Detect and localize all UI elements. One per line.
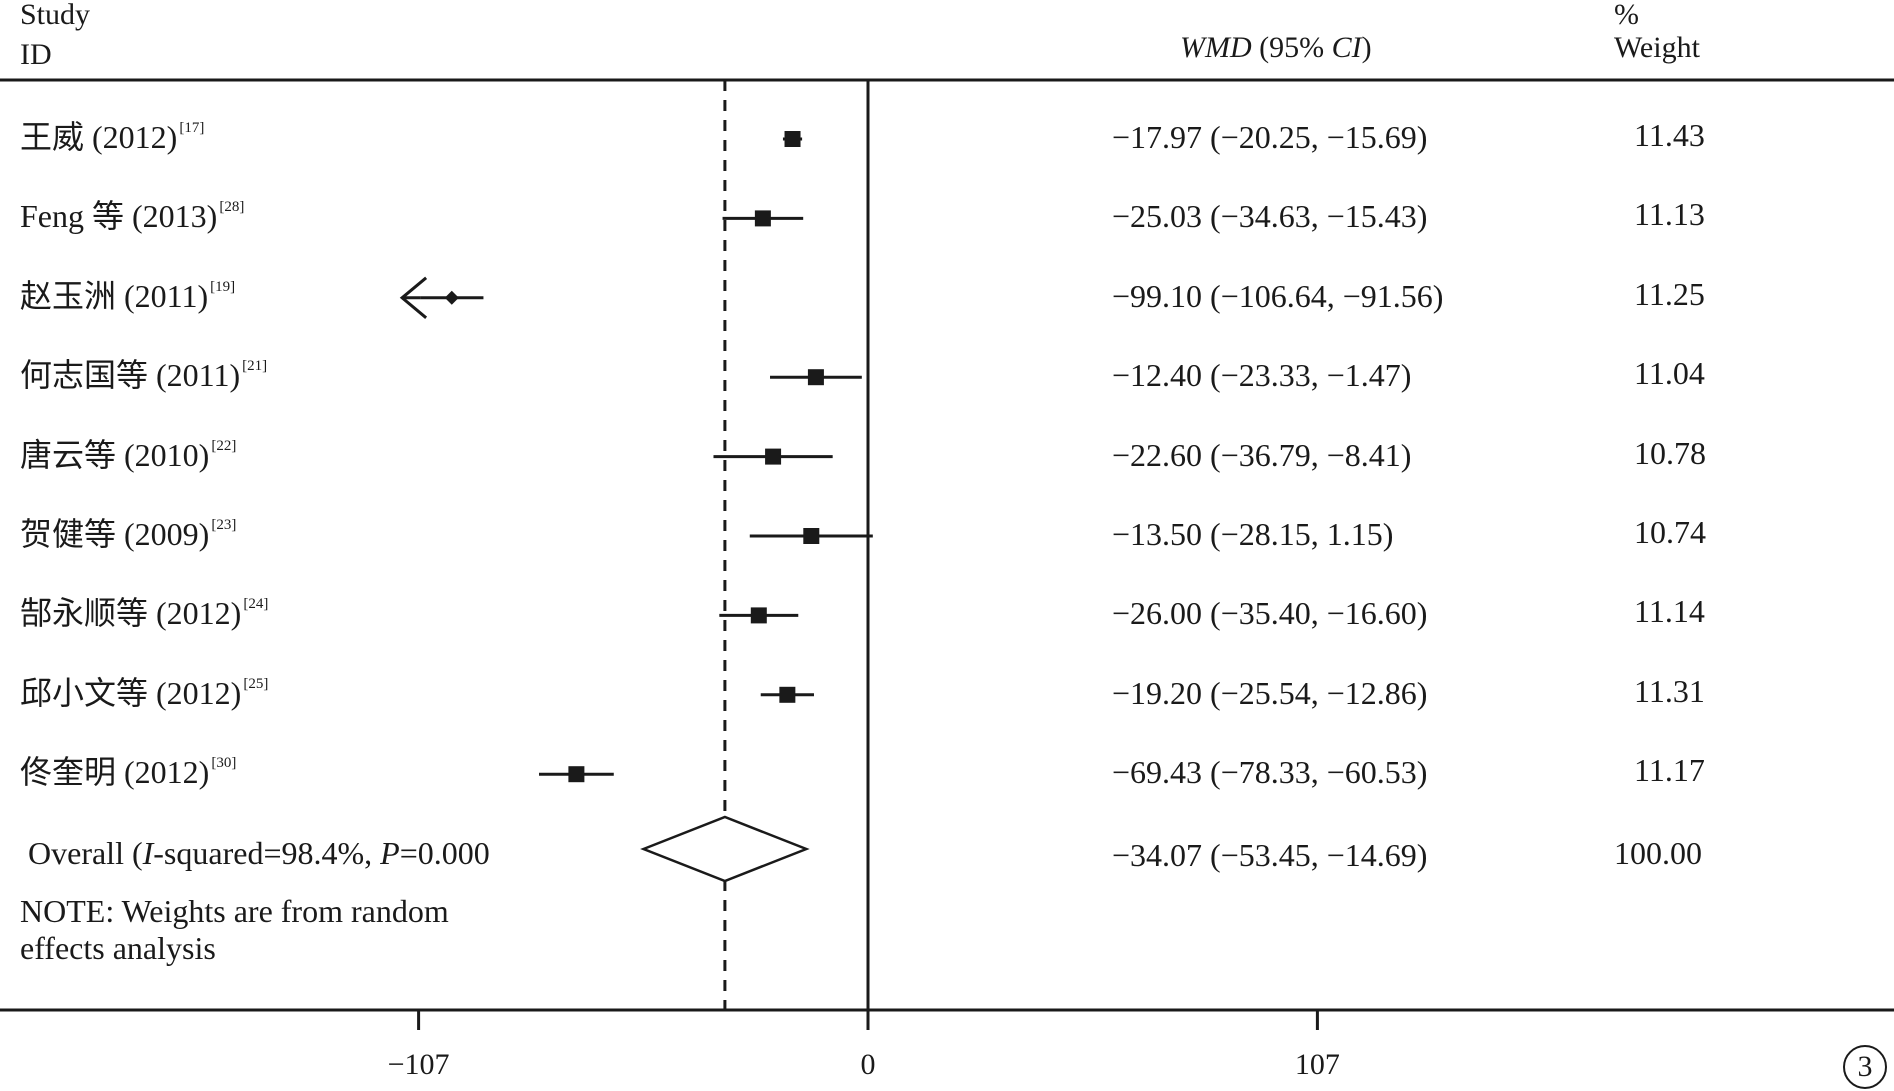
study-name-text: 何志国等 (2011) (20, 357, 241, 393)
study-name: Feng 等 (2013) [28] (20, 198, 245, 234)
study-name: 佟奎明 (2012) [30] (20, 754, 237, 790)
study-reference: [28] (219, 199, 245, 215)
overall-label: Overall (I-squared=98.4%, P=0.000 (28, 837, 490, 869)
study-mark (760, 686, 814, 703)
overall-effect-text: −34.07 (−53.45, −14.69) (1112, 837, 1428, 873)
study-reference: [21] (242, 358, 268, 374)
x-tick-label: 0 (861, 1048, 876, 1081)
header-weight: Weight (1614, 31, 1700, 64)
point-estimate-box (750, 607, 767, 624)
study-mark (399, 276, 484, 319)
overall-label-post: =0.000 (399, 835, 490, 871)
study-effect-text: −12.40 (−23.33, −1.47) (1112, 357, 1412, 393)
header-id: ID (20, 38, 52, 71)
study-reference: [19] (210, 279, 236, 295)
overall-label-i: I (142, 835, 154, 871)
overall-weight: 100.00 (1614, 835, 1702, 871)
study-marks (399, 131, 873, 783)
study-mark (722, 210, 804, 227)
note-line-2: effects analysis (20, 930, 216, 966)
study-reference: [23] (211, 517, 237, 533)
study-reference: [17] (179, 120, 205, 136)
header-study: Study (20, 0, 91, 31)
point-estimate-box (807, 369, 824, 386)
note-line-1: NOTE: Weights are from random (20, 893, 449, 929)
study-reference: [22] (211, 438, 237, 454)
header-effect-mid: (95% (1251, 31, 1332, 64)
study-effect-text: −17.97 (−20.25, −15.69) (1112, 119, 1428, 155)
study-effect-text: −26.00 (−35.40, −16.60) (1112, 595, 1428, 631)
point-estimate-box (784, 131, 801, 147)
point-estimate-box (765, 448, 782, 465)
study-name: 邱小文等 (2012) [25] (20, 675, 269, 711)
study-effect-text: −99.10 (−106.64, −91.56) (1112, 278, 1444, 314)
study-mark (719, 607, 799, 624)
study-mark (782, 131, 803, 147)
study-name: 赵玉洲 (2011) [19] (20, 278, 236, 314)
study-weight: 10.78 (1634, 435, 1706, 471)
study-mark (770, 369, 862, 386)
study-weight: 11.04 (1634, 355, 1705, 391)
study-mark (539, 766, 614, 783)
x-tick-label: 107 (1295, 1048, 1340, 1081)
overall-label-pre: Overall ( (28, 835, 143, 871)
study-name-text: 邱小文等 (2012) (20, 675, 242, 711)
point-estimate-marker (444, 290, 459, 305)
study-weight: 11.14 (1634, 593, 1705, 629)
study-name: 王威 (2012) [17] (20, 119, 205, 155)
point-estimate-box (568, 766, 585, 783)
study-mark (749, 528, 873, 544)
point-estimate-box (754, 210, 771, 227)
study-effect-text: −25.03 (−34.63, −15.43) (1112, 198, 1428, 234)
overall-label-p: P (380, 835, 400, 871)
study-name: 贺健等 (2009) [23] (20, 516, 237, 552)
study-weight: 11.17 (1634, 752, 1705, 788)
header-effect-wmd: WMD (1180, 31, 1252, 64)
x-tick-label: −107 (388, 1048, 450, 1081)
header-effect-label: WMD (95% CI) (1180, 33, 1372, 63)
study-mark (713, 448, 833, 465)
study-name-text: 王威 (2012) (20, 119, 178, 155)
study-name-text: Feng 等 (2013) (20, 198, 218, 234)
study-weight: 11.25 (1634, 276, 1705, 312)
header-effect-ci: CI (1331, 31, 1362, 64)
x-axis-ticks: −107 0 107 (388, 1010, 1340, 1081)
study-reference: [25] (243, 676, 269, 692)
study-name-text: 贺健等 (2009) (20, 516, 210, 552)
study-name-text: 唐云等 (2010) (20, 437, 210, 473)
study-name: 唐云等 (2010) [22] (20, 437, 237, 473)
study-name-text: 郜永顺等 (2012) (20, 595, 242, 631)
study-weight: 11.43 (1634, 117, 1705, 153)
study-weight: 11.13 (1634, 196, 1705, 232)
study-weight: 10.74 (1634, 514, 1706, 550)
point-estimate-box (779, 686, 796, 703)
study-reference: [30] (211, 755, 237, 771)
overall-diamond (640, 815, 810, 883)
study-reference: [24] (243, 596, 269, 612)
study-weight: 11.31 (1634, 673, 1705, 709)
study-effect-text: −19.20 (−25.54, −12.86) (1112, 675, 1428, 711)
point-estimate-box (803, 528, 820, 544)
study-effect-text: −22.60 (−36.79, −8.41) (1112, 437, 1412, 473)
study-effect-text: −13.50 (−28.15, 1.15) (1112, 516, 1394, 552)
header-effect-post: ) (1361, 31, 1372, 64)
overall-label-mid: -squared=98.4%, (153, 835, 381, 871)
panel-label: 3 (1843, 1045, 1887, 1089)
study-name-text: 佟奎明 (2012) (20, 754, 210, 790)
study-effect-text: −69.43 (−78.33, −60.53) (1112, 754, 1428, 790)
header-percent: % (1614, 0, 1639, 31)
study-name: 何志国等 (2011) [21] (20, 357, 268, 393)
study-name-text: 赵玉洲 (2011) (20, 278, 209, 314)
study-name: 郜永顺等 (2012) [24] (20, 595, 269, 631)
